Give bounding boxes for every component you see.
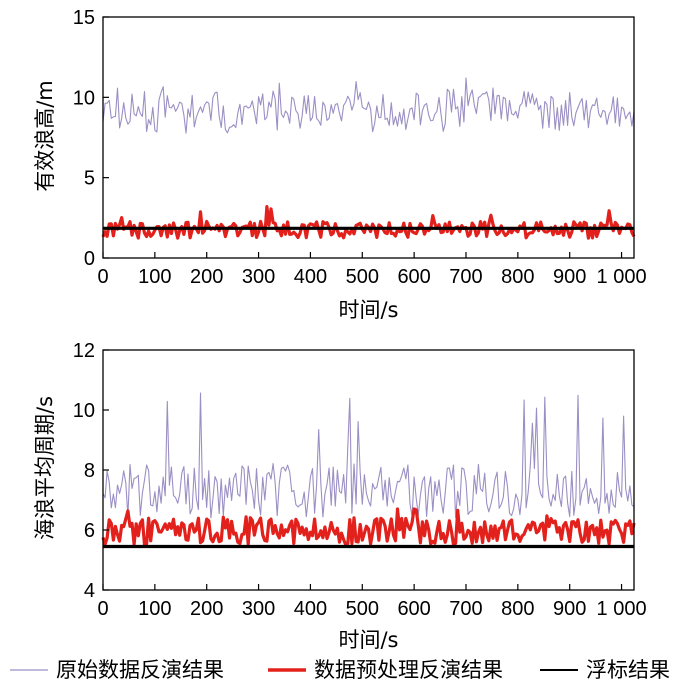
legend-label-raw: 原始数据反演结果 [56,658,224,682]
x-axis-label: 时间/s [338,628,398,652]
x-tick-label: 500 [346,266,379,288]
x-tick-label: 400 [294,266,327,288]
series-line-preprocessed [101,507,636,547]
legend-label-preprocessed: 数据预处理反演结果 [314,658,503,682]
y-tick-label: 15 [73,7,95,29]
x-tick-label: 100 [138,598,171,620]
y-tick-label: 12 [73,340,95,362]
x-tick-label: 500 [346,598,379,620]
x-tick-label: 1 000 [597,598,647,620]
x-tick-label: 800 [501,598,534,620]
x-tick-label: 200 [190,598,223,620]
x-tick-label: 300 [242,598,275,620]
x-tick-label: 200 [190,266,223,288]
x-tick-label: 700 [449,266,482,288]
x-tick-label: 700 [449,598,482,620]
y-tick-label: 10 [73,87,95,109]
x-tick-label: 100 [138,266,171,288]
x-tick-label: 900 [553,598,586,620]
y-tick-label: 0 [84,248,95,270]
x-tick-label: 400 [294,598,327,620]
x-tick-label: 1 000 [597,266,647,288]
x-tick-label: 600 [397,266,430,288]
legend: 原始数据反演结果 数据预处理反演结果 浮标结果 [10,658,670,682]
x-tick-label: 0 [97,266,108,288]
y-tick-label: 6 [84,520,95,542]
x-tick-label: 0 [97,598,108,620]
legend-label-buoy: 浮标结果 [586,658,670,682]
x-tick-label: 300 [242,266,275,288]
x-axis-label: 时间/s [338,298,398,322]
y-tick-label: 8 [84,460,95,482]
y-tick-label: 5 [84,168,95,190]
x-tick-label: 600 [397,598,430,620]
series-line-raw [102,77,635,134]
y-axis-label: 有效浪高/m [33,80,57,192]
y-axis-label: 海浪平均周期/s [33,396,57,540]
x-tick-label: 800 [501,266,534,288]
y-tick-label: 10 [73,400,95,422]
series-line-raw [102,392,635,519]
panel-mean-wave-period: 0 100 200 300 400 500 600 700 800 900 1 000 4 6 8 10 12… [33,340,647,652]
plot-frame [102,16,635,259]
x-tick-label: 900 [553,266,586,288]
y-tick-label: 4 [84,580,95,602]
series-line-preprocessed [101,205,636,240]
panel-significant-wave-height: 0 100 200 300 400 500 600 700 800 900 1 000 0 5 10 15 时… [33,7,647,322]
